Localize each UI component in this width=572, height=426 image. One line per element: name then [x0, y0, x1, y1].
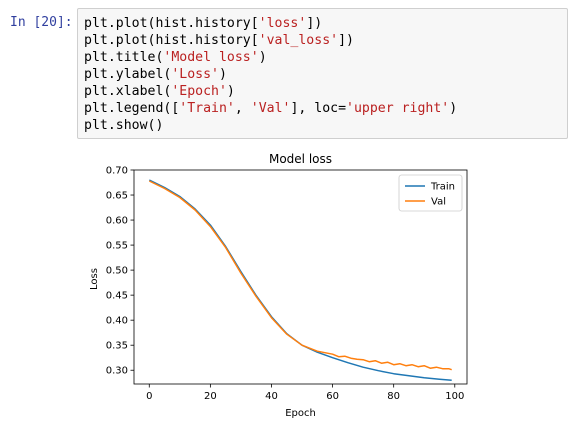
y-tick-label: 0.35	[106, 341, 128, 352]
y-tick-label: 0.65	[106, 191, 128, 202]
code-string-token: 'upper right'	[346, 101, 450, 116]
code-token: ], loc=	[290, 101, 347, 116]
code-token: plt.xlabel(	[84, 84, 172, 99]
code-token: )	[258, 50, 267, 65]
code-token: )	[218, 67, 227, 82]
y-tick-label: 0.70	[106, 166, 128, 177]
code-token: plt.plot(hist.history[	[84, 16, 259, 31]
code-cell-input[interactable]: plt.plot(hist.history['loss']) plt.plot(h…	[77, 8, 568, 139]
plot-frame	[133, 169, 468, 385]
x-tick-label: 0	[146, 391, 152, 402]
code-string-token: 'Model loss'	[163, 50, 259, 65]
legend-label-train: Train	[430, 182, 455, 193]
legend-box	[398, 174, 463, 212]
code-line: plt.plot(hist.history['val_loss'])	[84, 32, 457, 49]
code-line: plt.show()	[84, 117, 457, 134]
x-tick-label: 80	[387, 391, 400, 402]
code-token: )	[226, 84, 235, 99]
code-token: ])	[306, 16, 323, 31]
code-line: plt.legend(['Train', 'Val'], loc='upper …	[84, 100, 457, 117]
series-line-val	[148, 180, 452, 371]
y-tick-label: 0.55	[106, 241, 128, 252]
y-axis-label: Loss	[89, 268, 100, 290]
code-line: plt.title('Model loss')	[84, 49, 457, 66]
x-tick-label: 60	[326, 391, 339, 402]
cell-output: Model loss 0.30 0.35 0.40 0.45 0.50 0.55 0.60 0…	[77, 146, 497, 422]
code-string-token: 'Val'	[250, 101, 291, 116]
code-line: plt.xlabel('Epoch')	[84, 83, 457, 100]
chart-title: Model loss	[269, 152, 332, 166]
code-editor[interactable]: plt.plot(hist.history['loss']) plt.plot(h…	[84, 15, 457, 134]
x-tick-label: 20	[204, 391, 217, 402]
cell-prompt: In [20]:	[10, 15, 73, 30]
code-string-token: 'loss'	[258, 16, 307, 31]
code-string-token: 'Train'	[179, 101, 235, 116]
y-tick-label: 0.40	[106, 316, 128, 327]
x-tick-label: 100	[445, 391, 464, 402]
code-line: plt.ylabel('Loss')	[84, 66, 457, 83]
code-string-token: 'Loss'	[171, 67, 219, 82]
code-token: ,	[234, 101, 251, 116]
code-token: plt.show()	[84, 118, 164, 133]
code-string-token: 'Epoch'	[171, 84, 227, 99]
y-tick-label: 0.60	[106, 216, 128, 227]
code-line: plt.plot(hist.history['loss'])	[84, 15, 457, 32]
code-token: plt.title(	[84, 50, 164, 65]
code-string-token: 'val_loss'	[258, 33, 339, 48]
code-token: plt.plot(hist.history[	[84, 33, 259, 48]
code-token: plt.legend([	[84, 101, 180, 116]
legend-label-val: Val	[431, 197, 446, 208]
y-tick-label: 0.45	[106, 291, 128, 302]
code-token: )	[449, 101, 458, 116]
y-tick-label: 0.50	[106, 266, 128, 277]
code-token: plt.ylabel(	[84, 67, 172, 82]
code-token: ])	[338, 33, 354, 48]
x-tick-label: 40	[265, 391, 278, 402]
y-tick-label: 0.30	[106, 366, 128, 377]
x-axis-label: Epoch	[285, 408, 316, 419]
loss-chart: Model loss 0.30 0.35 0.40 0.45 0.50 0.55 0.60 0…	[89, 152, 468, 419]
